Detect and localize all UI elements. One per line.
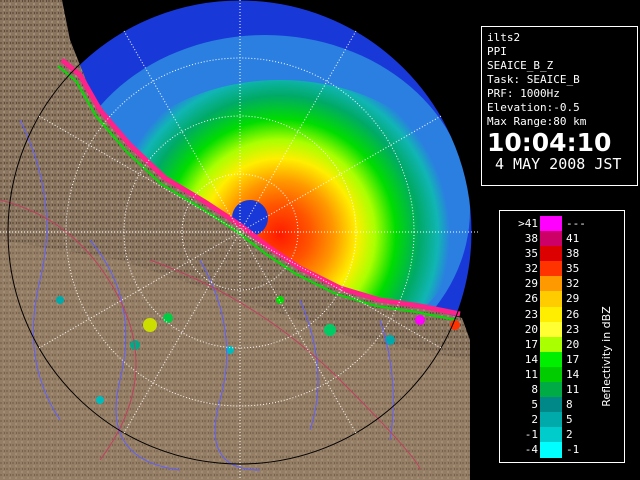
scale-row: 35 38 bbox=[506, 246, 598, 262]
scale-upper-bound: 5 bbox=[566, 413, 573, 427]
scale-swatch bbox=[540, 336, 562, 352]
map-overlays bbox=[0, 119, 421, 471]
scale-swatch bbox=[540, 246, 562, 262]
scale-lower-bound: 26 bbox=[524, 292, 538, 306]
scale-swatch bbox=[540, 427, 562, 443]
scan-time: 10:04:10 bbox=[487, 128, 612, 157]
azimuth-spokes bbox=[0, 0, 480, 480]
scale-upper-bound: 23 bbox=[566, 322, 580, 336]
task-name: Task: SEAICE_B bbox=[487, 73, 580, 86]
scale-row: 38 41 bbox=[506, 231, 598, 247]
scale-lower-bound: 29 bbox=[524, 277, 538, 291]
scale-lower-bound: 35 bbox=[524, 247, 538, 261]
scale-lower-bound: 8 bbox=[531, 383, 538, 397]
scale-upper-bound: 20 bbox=[566, 337, 580, 351]
scale-lower-bound: 20 bbox=[524, 322, 538, 336]
scale-row: 17 20 bbox=[506, 336, 598, 352]
scale-swatch bbox=[540, 216, 562, 232]
scan-mode: PPI bbox=[487, 45, 507, 58]
scale-swatch bbox=[540, 306, 562, 322]
scale-row: 11 14 bbox=[506, 366, 598, 383]
prf-value: PRF: 1000Hz bbox=[487, 87, 560, 100]
product-name: SEAICE_B_Z bbox=[487, 59, 554, 72]
scale-row: >41 --- bbox=[506, 216, 598, 232]
scale-swatch bbox=[540, 397, 562, 413]
scale-upper-bound: 26 bbox=[566, 307, 580, 321]
scale-swatch bbox=[540, 321, 562, 337]
site-name: ilts2 bbox=[487, 31, 521, 44]
scale-row: 26 29 bbox=[506, 291, 598, 307]
scale-upper-bound: 2 bbox=[566, 428, 573, 442]
scale-swatch bbox=[540, 442, 562, 458]
scale-swatch bbox=[540, 366, 562, 383]
scale-row: 14 17 bbox=[506, 351, 598, 367]
scale-lower-bound: -1 bbox=[524, 428, 538, 442]
color-scale-legend: >41 --- 38 41 35 38 32 35 29 32 26 29 23 26 20 23 17 20 14… bbox=[499, 210, 625, 463]
terrain-shade bbox=[0, 240, 470, 480]
scale-swatch bbox=[540, 382, 562, 398]
scale-lower-bound: 17 bbox=[524, 337, 538, 351]
scale-lower-bound: 11 bbox=[524, 367, 538, 381]
radar-image bbox=[0, 0, 480, 480]
scale-upper-bound: -1 bbox=[566, 443, 580, 457]
scale-title-text: Reflectivity in dBZ bbox=[599, 305, 613, 407]
radar-ppi-display[interactable] bbox=[0, 0, 480, 480]
scale-upper-bound: 29 bbox=[566, 292, 580, 306]
scale-title: Reflectivity in dBZ bbox=[592, 271, 620, 441]
scale-lower-bound: -4 bbox=[524, 443, 538, 457]
scale-row: -1 2 bbox=[506, 427, 598, 443]
scale-lower-bound: 23 bbox=[524, 307, 538, 321]
scale-row: -4 -1 bbox=[506, 442, 598, 458]
scale-upper-bound: 38 bbox=[566, 247, 580, 261]
scale-swatch bbox=[540, 261, 562, 277]
elevation-value: Elevation:-0.5 bbox=[487, 101, 580, 114]
max-range-value: Max Range:80 km bbox=[487, 115, 587, 128]
scale-row: 23 26 bbox=[506, 306, 598, 322]
scale-swatch bbox=[540, 412, 562, 428]
scale-swatch bbox=[540, 276, 562, 292]
scale-upper-bound: 32 bbox=[566, 277, 580, 291]
scale-upper-bound: 35 bbox=[566, 262, 580, 276]
scale-swatch bbox=[540, 351, 562, 367]
land-echo-spots bbox=[56, 296, 460, 404]
scale-lower-bound: >41 bbox=[518, 217, 538, 230]
scale-swatch bbox=[540, 231, 562, 247]
scale-upper-bound: 41 bbox=[566, 232, 580, 246]
scale-lower-bound: 38 bbox=[524, 232, 538, 246]
scale-upper-bound: 14 bbox=[566, 367, 580, 381]
scale-upper-bound: 8 bbox=[566, 398, 573, 412]
scale-upper-bound: 17 bbox=[566, 352, 580, 366]
scan-date: 4 MAY 2008 JST bbox=[495, 155, 622, 173]
scale-swatch bbox=[540, 291, 562, 307]
scale-row: 29 32 bbox=[506, 276, 598, 292]
coastal-clutter-edge bbox=[57, 65, 457, 321]
scale-row: 20 23 bbox=[506, 321, 598, 337]
scale-row: 32 35 bbox=[506, 261, 598, 277]
scale-lower-bound: 32 bbox=[524, 262, 538, 276]
scale-lower-bound: 5 bbox=[531, 398, 538, 412]
scale-row: 8 11 bbox=[506, 382, 598, 398]
scale-upper-bound: --- bbox=[566, 217, 586, 230]
scale-lower-bound: 14 bbox=[524, 352, 538, 366]
scale-rows: >41 --- 38 41 35 38 32 35 29 32 26 29 23 26 20 23 17 20 14… bbox=[506, 216, 598, 458]
info-panel: ilts2 PPI SEAICE_B_Z Task: SEAICE_B PRF:… bbox=[481, 26, 638, 186]
scale-upper-bound: 11 bbox=[566, 383, 580, 397]
scale-lower-bound: 2 bbox=[531, 413, 538, 427]
